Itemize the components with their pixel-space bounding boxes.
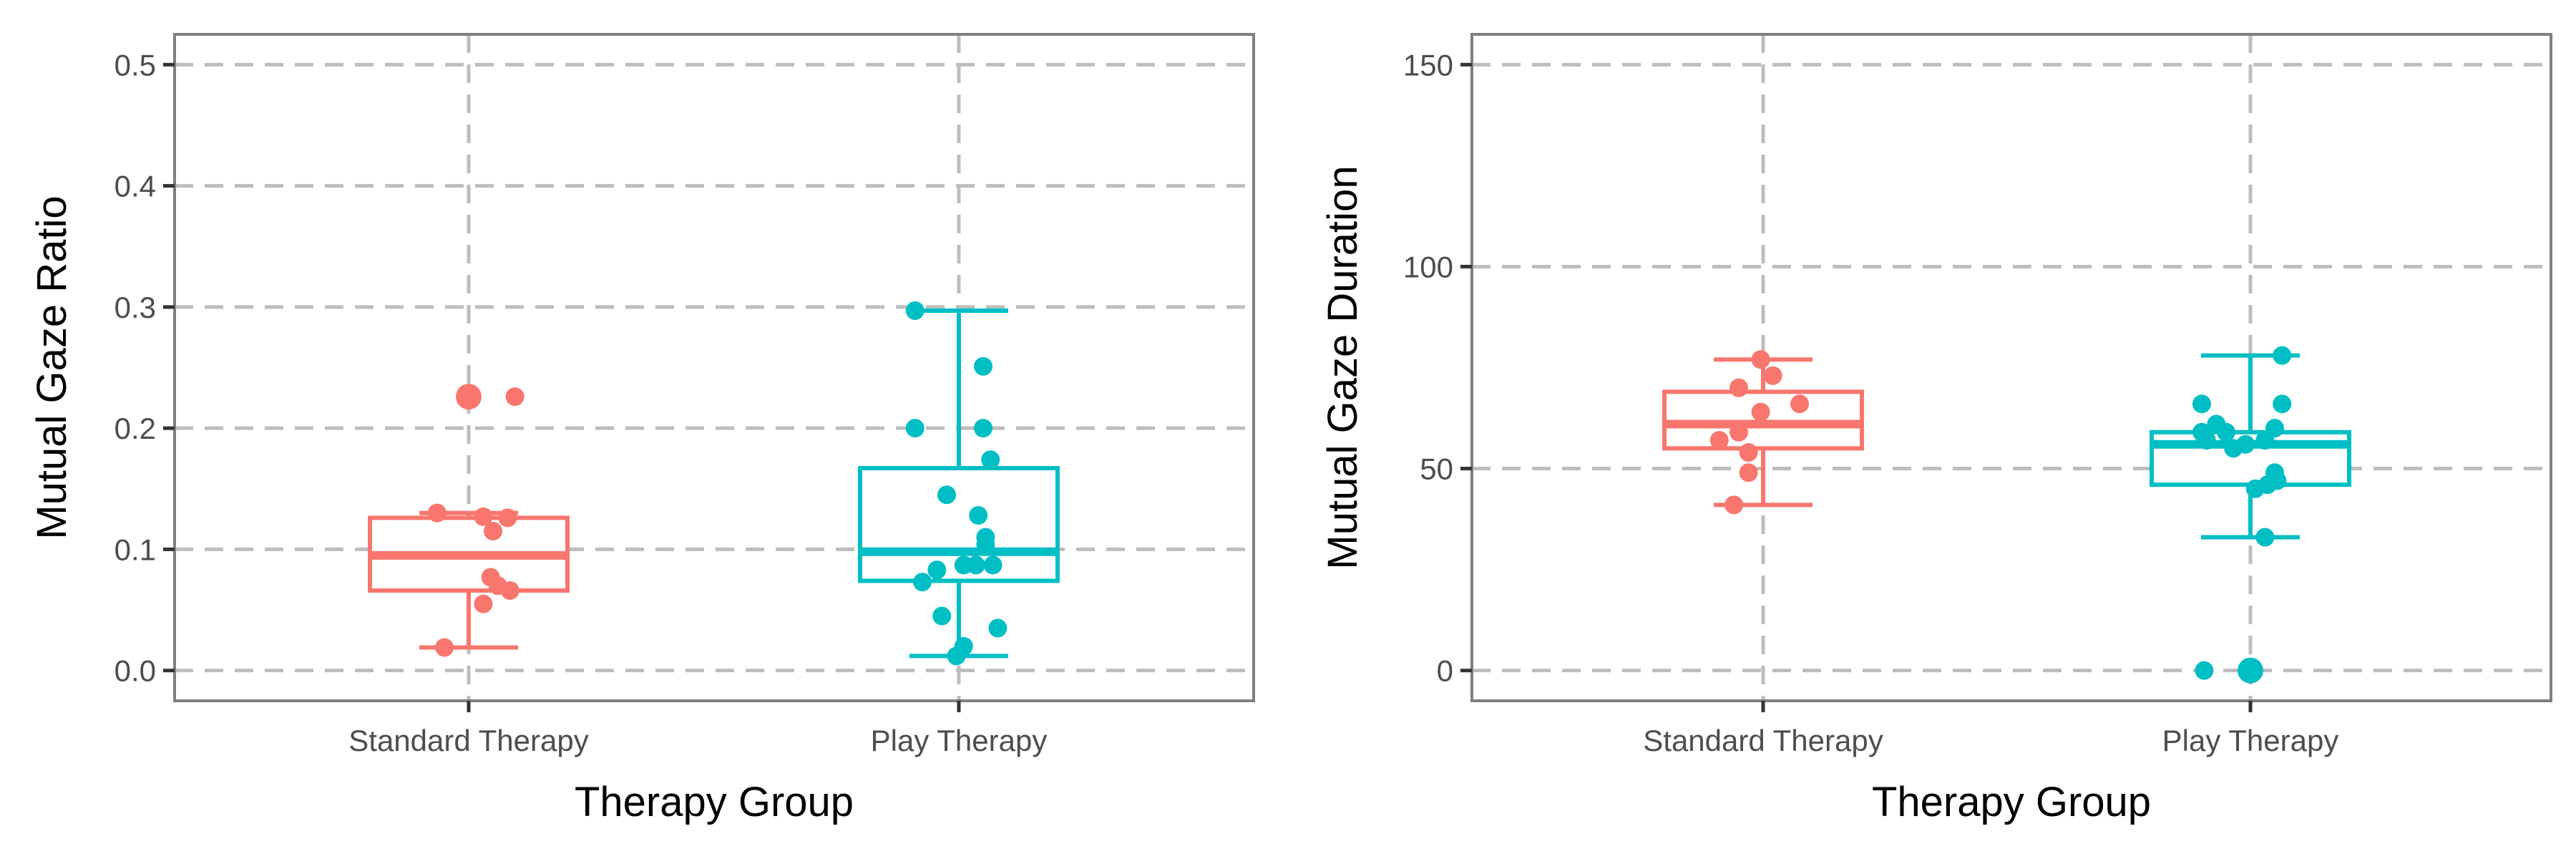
point-layer: [1709, 346, 2292, 680]
data-point: [974, 356, 992, 376]
panel-mutual-gaze-ratio: 0.0 0.1 0.2 0.3 0.4 0.5 Standard Therapy Play T…: [29, 33, 1255, 825]
data-point: [974, 419, 992, 438]
y-tick-label: 0.4: [114, 170, 156, 203]
y-tick-label: 0.3: [114, 291, 156, 324]
data-point: [976, 535, 995, 554]
box-layer: [368, 308, 1060, 659]
data-point: [2273, 346, 2292, 365]
data-point: [2255, 528, 2275, 547]
data-point: [2217, 422, 2235, 442]
data-point: [474, 507, 493, 526]
y-tick-label: 0.1: [114, 533, 156, 566]
y-tick-label: 150: [1403, 48, 1453, 82]
x-axis-title: Therapy Group: [575, 779, 854, 825]
y-axis-title: Mutual Gaze Ratio: [29, 195, 75, 539]
data-point: [932, 606, 952, 626]
tick-layer: 0 50 100 150 Standard Therapy Play Therapy: [1403, 48, 2338, 757]
data-point: [505, 387, 525, 407]
point-layer: [427, 301, 1008, 666]
data-point: [1763, 366, 1782, 385]
data-point: [427, 503, 447, 523]
data-point: [966, 555, 985, 575]
data-point: [435, 638, 454, 657]
data-point: [459, 387, 478, 407]
data-point: [2241, 661, 2260, 680]
data-point: [2245, 479, 2265, 498]
data-point: [969, 506, 988, 525]
data-point: [1724, 495, 1744, 515]
x-tick-label: Standard Therapy: [1643, 724, 1883, 757]
y-tick-label: 50: [1420, 452, 1453, 486]
data-point: [1739, 463, 1758, 482]
data-point: [905, 301, 924, 320]
data-point: [1729, 422, 1748, 442]
x-axis-title: Therapy Group: [1872, 779, 2151, 825]
data-point: [1790, 394, 1809, 414]
data-point: [905, 419, 924, 438]
data-point: [981, 450, 1000, 470]
data-point: [1709, 431, 1729, 450]
y-tick-label: 100: [1403, 250, 1453, 283]
x-tick-label: Play Therapy: [2162, 724, 2339, 757]
y-axis-title: Mutual Gaze Duration: [1319, 165, 1366, 569]
data-point: [913, 573, 932, 592]
data-point: [474, 594, 493, 613]
panel-mutual-gaze-duration: 0 50 100 150 Standard Therapy Play Therapy Th…: [1319, 33, 2552, 825]
data-point: [2273, 394, 2292, 414]
y-tick-label: 0.0: [114, 654, 156, 688]
data-point: [2197, 431, 2216, 450]
data-point: [484, 522, 502, 541]
data-point: [937, 485, 956, 505]
box-layer: [1662, 353, 2351, 684]
y-tick-label: 0: [1437, 654, 1453, 688]
data-point: [1751, 402, 1770, 422]
data-point: [498, 508, 517, 528]
data-point: [988, 618, 1008, 638]
data-point: [1739, 442, 1758, 462]
data-point: [947, 646, 966, 666]
x-tick-label: Standard Therapy: [348, 724, 588, 757]
data-point: [2255, 431, 2275, 450]
data-point: [2195, 661, 2214, 680]
plot-frame: [1470, 33, 2552, 702]
data-point: [2224, 439, 2243, 458]
data-point: [927, 560, 947, 580]
tick-layer: 0.0 0.1 0.2 0.3 0.4 0.5 Standard Therapy Play T…: [114, 48, 1048, 757]
data-point: [983, 555, 1002, 575]
grid-layer: [1472, 34, 2551, 701]
x-tick-label: Play Therapy: [871, 724, 1048, 757]
data-point: [1729, 378, 1748, 397]
data-point: [500, 581, 519, 600]
data-point: [2192, 394, 2211, 414]
grid-layer: [175, 34, 1254, 701]
data-point: [1751, 350, 1770, 369]
plot-frame: [173, 33, 1255, 702]
y-tick-label: 0.2: [114, 412, 156, 445]
y-tick-label: 0.5: [114, 48, 156, 82]
